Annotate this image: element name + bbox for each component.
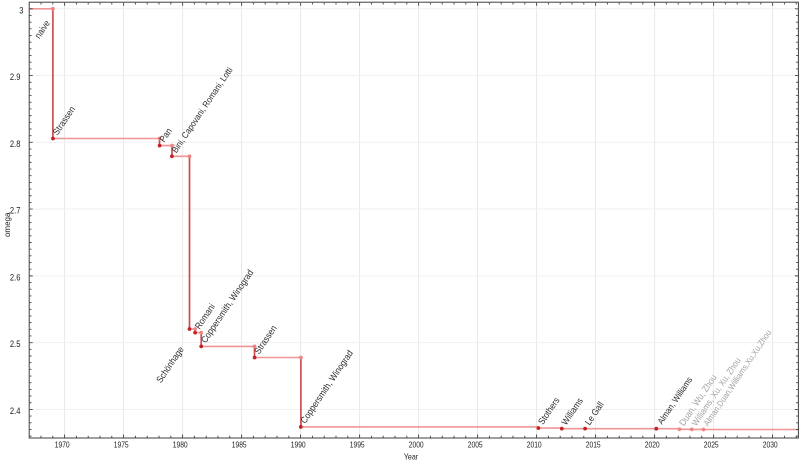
svg-text:2.8: 2.8 — [10, 138, 21, 149]
svg-text:3: 3 — [19, 5, 24, 16]
svg-text:2.7: 2.7 — [10, 205, 21, 216]
svg-text:1980: 1980 — [173, 440, 188, 450]
svg-text:2.4: 2.4 — [10, 405, 21, 416]
svg-text:2020: 2020 — [645, 440, 660, 450]
svg-text:2.5: 2.5 — [10, 339, 21, 350]
svg-text:2010: 2010 — [527, 440, 542, 450]
svg-text:2030: 2030 — [763, 440, 778, 450]
svg-text:1990: 1990 — [291, 440, 306, 450]
svg-text:omega: omega — [3, 212, 12, 237]
svg-text:2005: 2005 — [468, 440, 483, 450]
svg-text:2015: 2015 — [586, 440, 601, 450]
svg-text:1985: 1985 — [232, 440, 247, 450]
svg-text:Year: Year — [404, 452, 419, 460]
svg-text:2.9: 2.9 — [10, 71, 21, 82]
svg-text:2000: 2000 — [409, 440, 424, 450]
svg-text:1995: 1995 — [350, 440, 365, 450]
svg-text:2.6: 2.6 — [10, 272, 21, 283]
svg-text:1970: 1970 — [55, 440, 70, 450]
svg-text:1975: 1975 — [114, 440, 129, 450]
svg-text:2025: 2025 — [704, 440, 719, 450]
